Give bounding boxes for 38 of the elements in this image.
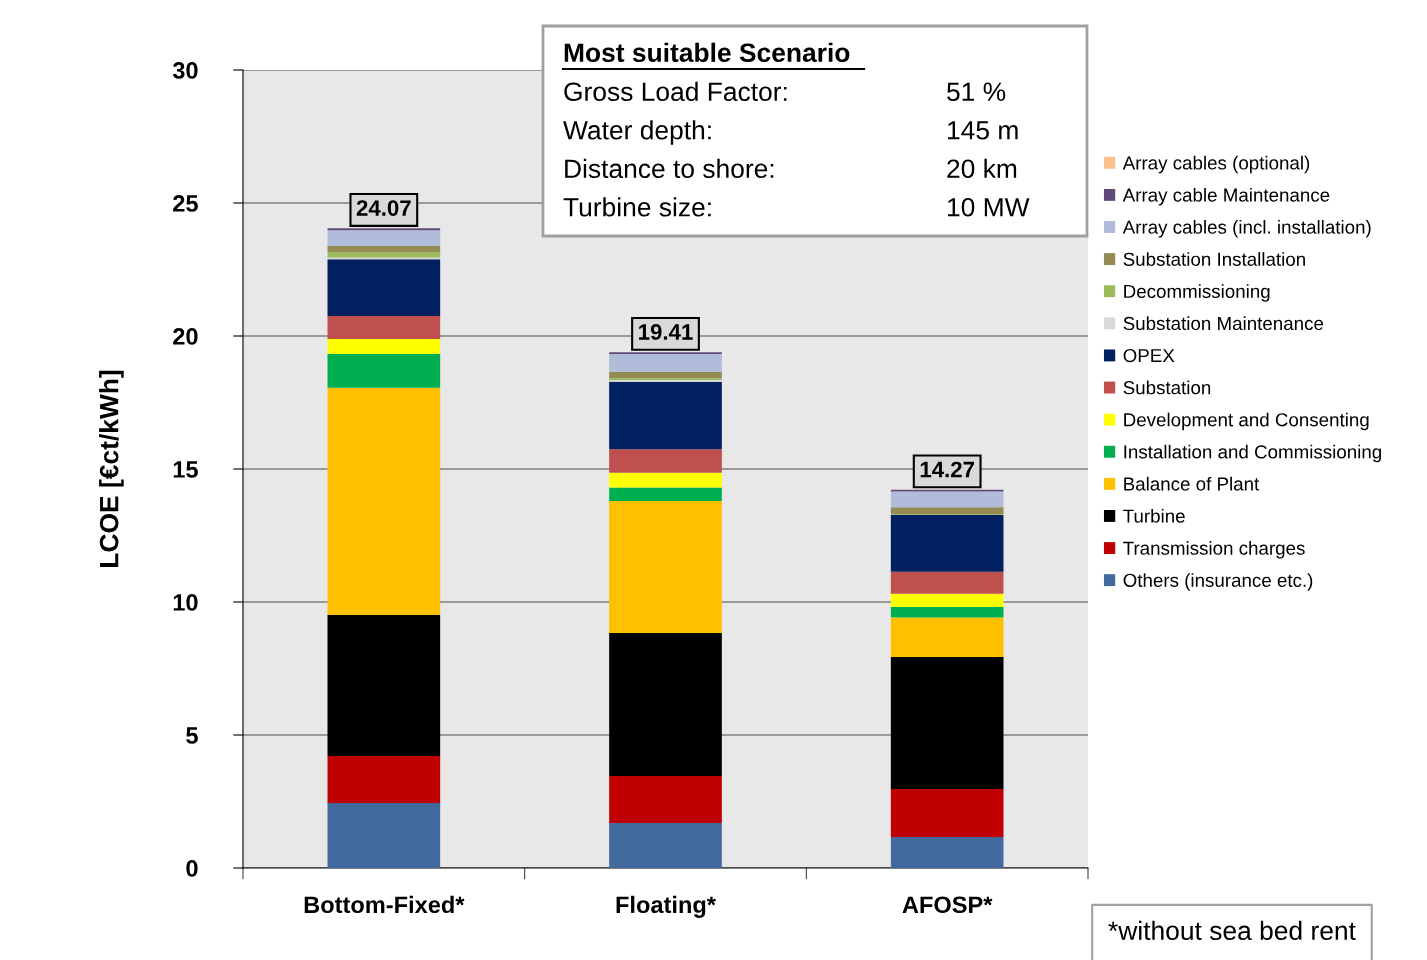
legend-label: Decommissioning	[1124, 284, 1270, 302]
legend-label: Substation Maintenance	[1123, 316, 1324, 331]
y-tick-label: 20	[173, 328, 198, 345]
legend-label: Substation Installation	[1123, 252, 1305, 266]
annotation: 10 MW	[948, 197, 1030, 217]
y-axis-title: LCOE [€ct/kWh]	[99, 370, 124, 567]
annotation: Water depth:	[563, 120, 711, 145]
legend-label: Development and Consenting	[1124, 412, 1369, 431]
y-tick-label: 0	[186, 860, 198, 877]
legend-label: Transmission charges	[1123, 541, 1305, 559]
total-label: 14.27	[920, 461, 974, 478]
x-tick-label: Floating*	[616, 895, 716, 918]
legend-label: Array cable Maintenance	[1122, 187, 1330, 206]
annotation: Distance to shore:	[565, 158, 774, 179]
y-tick-label: 25	[173, 195, 198, 212]
text: *without sea bed rent	[1108, 920, 1356, 941]
annotation: 145 m	[948, 121, 1018, 140]
legend-label: Array cables (incl. installation)	[1122, 220, 1371, 238]
y-tick-label: 10	[173, 594, 198, 611]
legend-label: Substation	[1123, 380, 1211, 395]
x-tick-label: AFOSP*	[902, 896, 993, 914]
legend-label: Others (insurance etc.)	[1123, 573, 1313, 591]
annotation: Gross Load Factor:	[564, 81, 787, 102]
legend-label: Installation and Commissioning	[1124, 444, 1381, 463]
annotation: 20 km	[947, 158, 1017, 179]
legend-label: Balance of Plant	[1124, 476, 1260, 491]
legend-label: Array cables (optional)	[1122, 155, 1310, 174]
legend-label: OPEX	[1123, 348, 1175, 363]
y-tick-label: 5	[186, 727, 198, 744]
y-tick-label: 30	[172, 62, 198, 79]
total-label: 19.41	[639, 324, 693, 340]
x-tick-label: Bottom-Fixed*	[304, 895, 465, 914]
annotation: 51 %	[947, 82, 1006, 102]
annotation: Turbine size:	[563, 197, 711, 217]
legend-label: Turbine	[1123, 508, 1185, 523]
total-label: 24.07	[356, 200, 411, 216]
text: Most suitable Scenario	[564, 42, 850, 63]
y-tick-label: 15	[173, 461, 198, 478]
